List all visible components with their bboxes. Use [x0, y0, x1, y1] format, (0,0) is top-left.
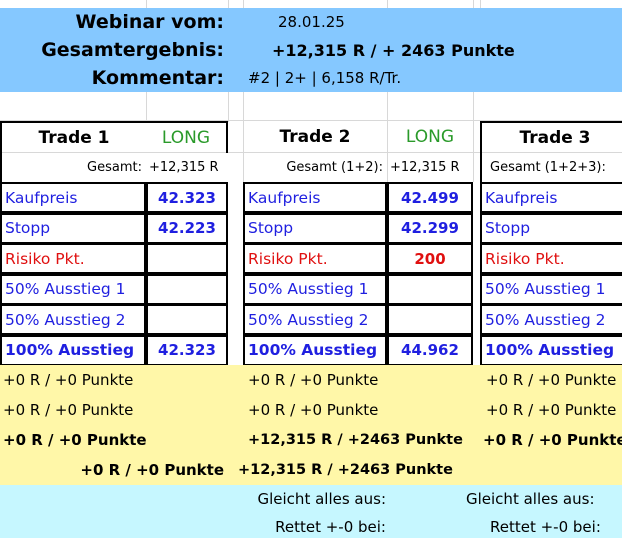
- trade2-risiko-value[interactable]: 200: [387, 243, 473, 274]
- trade3-ausstieg100-label: 100% Ausstieg: [480, 334, 622, 366]
- trade2-result-2: +0 R / +0 Punkte: [248, 401, 379, 419]
- trade2-gesamt-label: Gesamt (1+2):: [286, 160, 383, 175]
- trade2-title: Trade 2: [279, 127, 351, 147]
- trade1-result-3: +0 R / +0 Punkte: [3, 431, 147, 449]
- trade1-stopp-label: Stopp: [0, 212, 146, 244]
- webinar-date: 28.01.25: [278, 13, 345, 31]
- trade1-risiko-value[interactable]: [146, 243, 228, 274]
- trade3-kaufpreis-label: Kaufpreis: [480, 182, 622, 213]
- trade2-result-total: +12,315 R / +2463 Punkte: [238, 462, 453, 478]
- trade2-kaufpreis-value[interactable]: 42.499: [387, 182, 473, 213]
- trade1-kaufpreis-label: Kaufpreis: [0, 182, 146, 213]
- trade2-ausstieg100-value[interactable]: 44.962: [387, 334, 473, 366]
- total-label: Gesamtergebnis:: [41, 39, 224, 61]
- trade3-save-label: Rettet +-0 bei:: [490, 518, 601, 536]
- trade2-direction[interactable]: LONG: [405, 127, 455, 147]
- trade3-result-3: +0 R / +0 Punkte: [483, 431, 622, 449]
- total-value: +12,315 R / + 2463 Punkte: [272, 40, 515, 60]
- trade1-ausstieg2-value[interactable]: [146, 304, 228, 335]
- trade3-ausstieg2-label: 50% Ausstieg 2: [480, 304, 622, 335]
- trade1-ausstieg1-value[interactable]: [146, 273, 228, 305]
- trade3-result-1: +0 R / +0 Punkte: [486, 371, 617, 389]
- trade2-ausstieg2-value[interactable]: [387, 304, 473, 335]
- result-band: [0, 365, 622, 485]
- trade3-result-2: +0 R / +0 Punkte: [486, 401, 617, 419]
- trade1-direction[interactable]: LONG: [146, 121, 228, 153]
- trade2-risiko-label: Risiko Pkt.: [243, 243, 387, 274]
- trade1-ausstieg2-label: 50% Ausstieg 2: [0, 304, 146, 335]
- comment-label: Kommentar:: [91, 67, 224, 89]
- footer-band: [0, 485, 622, 538]
- trade2-ausstieg100-label: 100% Ausstieg: [243, 334, 387, 366]
- trade1-ausstieg100-label: 100% Ausstieg: [0, 334, 146, 366]
- trade2-result-3: +12,315 R / +2463 Punkte: [248, 432, 463, 448]
- comment-value: #2 | 2+ | 6,158 R/Tr.: [248, 69, 402, 87]
- trade1-gesamt-value: +12,315 R: [149, 160, 219, 175]
- trade3-stopp-label: Stopp: [480, 212, 622, 244]
- trade2-stopp-label: Stopp: [243, 212, 387, 244]
- trade2-even-label: Gleicht alles aus:: [257, 490, 387, 508]
- trade2-ausstieg1-value[interactable]: [387, 273, 473, 305]
- trade3-risiko-label: Risiko Pkt.: [480, 243, 622, 274]
- trade3-title: Trade 3: [480, 121, 622, 153]
- trade3-ausstieg1-label: 50% Ausstieg 1: [480, 273, 622, 305]
- trade2-ausstieg2-label: 50% Ausstieg 2: [243, 304, 387, 335]
- trade1-result-1: +0 R / +0 Punkte: [3, 371, 134, 389]
- trade1-ausstieg1-label: 50% Ausstieg 1: [0, 273, 146, 305]
- webinar-label: Webinar vom:: [75, 11, 224, 33]
- trade2-kaufpreis-label: Kaufpreis: [243, 182, 387, 213]
- trade1-ausstieg100-value[interactable]: 42.323: [146, 334, 228, 366]
- trade1-kaufpreis-value[interactable]: 42.323: [146, 182, 228, 213]
- trade3-even-label: Gleicht alles aus:: [466, 490, 595, 508]
- trade1-gesamt-label: Gesamt:: [0, 153, 146, 182]
- trade1-risiko-label: Risiko Pkt.: [0, 243, 146, 274]
- trade2-result-1: +0 R / +0 Punkte: [248, 371, 379, 389]
- trade2-stopp-value[interactable]: 42.299: [387, 212, 473, 244]
- trade2-gesamt-value: +12,315 R: [390, 160, 460, 175]
- trade1-title: Trade 1: [0, 121, 146, 153]
- header-band: [0, 8, 622, 92]
- trade1-result-2: +0 R / +0 Punkte: [3, 401, 134, 419]
- trade1-result-total: +0 R / +0 Punkte: [80, 461, 224, 479]
- trade2-save-label: Rettet +-0 bei:: [275, 518, 386, 536]
- trade2-ausstieg1-label: 50% Ausstieg 1: [243, 273, 387, 305]
- trade3-gesamt-label: Gesamt (1+2+3):: [480, 153, 622, 182]
- trade1-stopp-value[interactable]: 42.223: [146, 212, 228, 244]
